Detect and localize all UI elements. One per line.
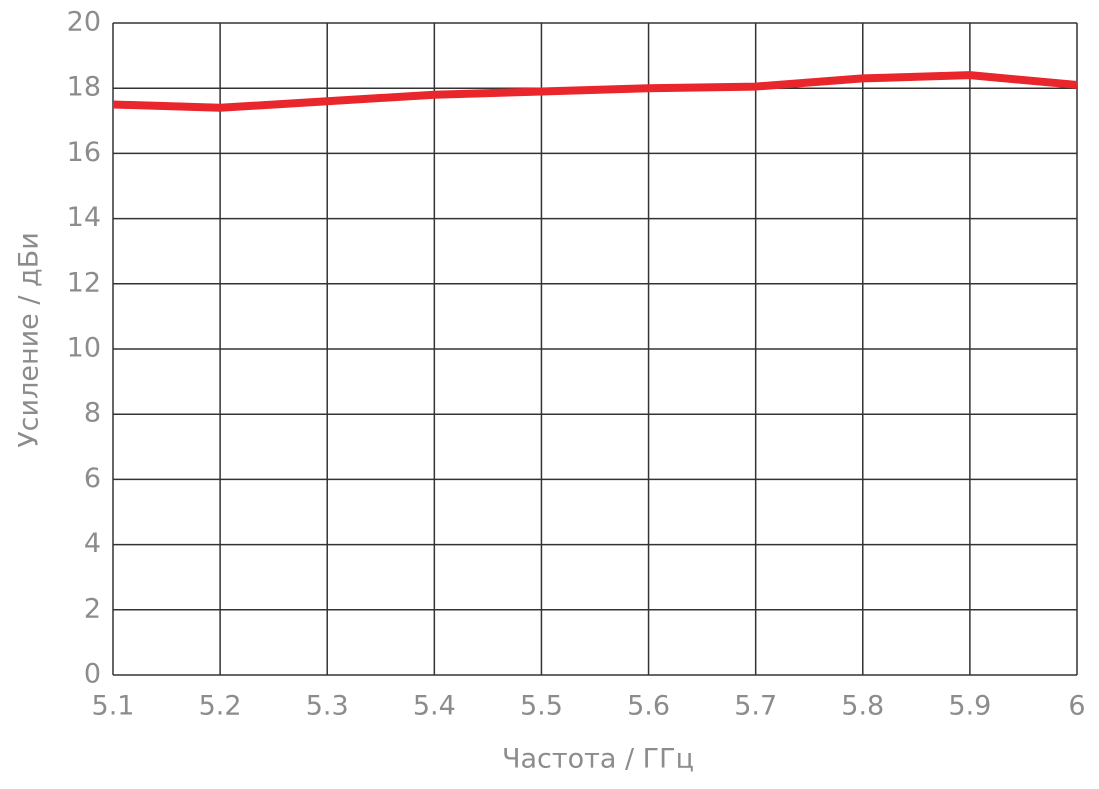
y-axis-title: Усиление / дБи <box>14 232 45 448</box>
x-tick-label: 5.9 <box>948 691 991 722</box>
y-tick-label: 20 <box>67 7 101 38</box>
x-tick-label: 5.3 <box>306 691 349 722</box>
x-tick-label: 5.5 <box>520 691 563 722</box>
y-tick-label: 8 <box>84 398 101 429</box>
x-tick-label: 5.4 <box>413 691 456 722</box>
x-tick-label: 5.1 <box>92 691 135 722</box>
y-tick-label: 18 <box>67 72 101 103</box>
y-tick-label: 16 <box>67 137 101 168</box>
x-tick-label: 5.2 <box>199 691 242 722</box>
x-tick-label: 5.8 <box>841 691 884 722</box>
y-tick-label: 2 <box>84 593 101 624</box>
x-tick-label: 5.7 <box>734 691 777 722</box>
y-tick-label: 12 <box>67 267 101 298</box>
x-tick-label: 5.6 <box>627 691 670 722</box>
x-axis-title: Частота / ГГц <box>502 744 694 775</box>
y-tick-label: 10 <box>67 333 101 364</box>
data-line <box>112 71 1078 112</box>
y-tick-label: 14 <box>67 202 101 233</box>
y-tick-label: 6 <box>84 463 101 494</box>
x-tick-label: 6 <box>1068 691 1085 722</box>
y-tick-label: 0 <box>84 659 101 690</box>
y-tick-label: 4 <box>84 528 101 559</box>
